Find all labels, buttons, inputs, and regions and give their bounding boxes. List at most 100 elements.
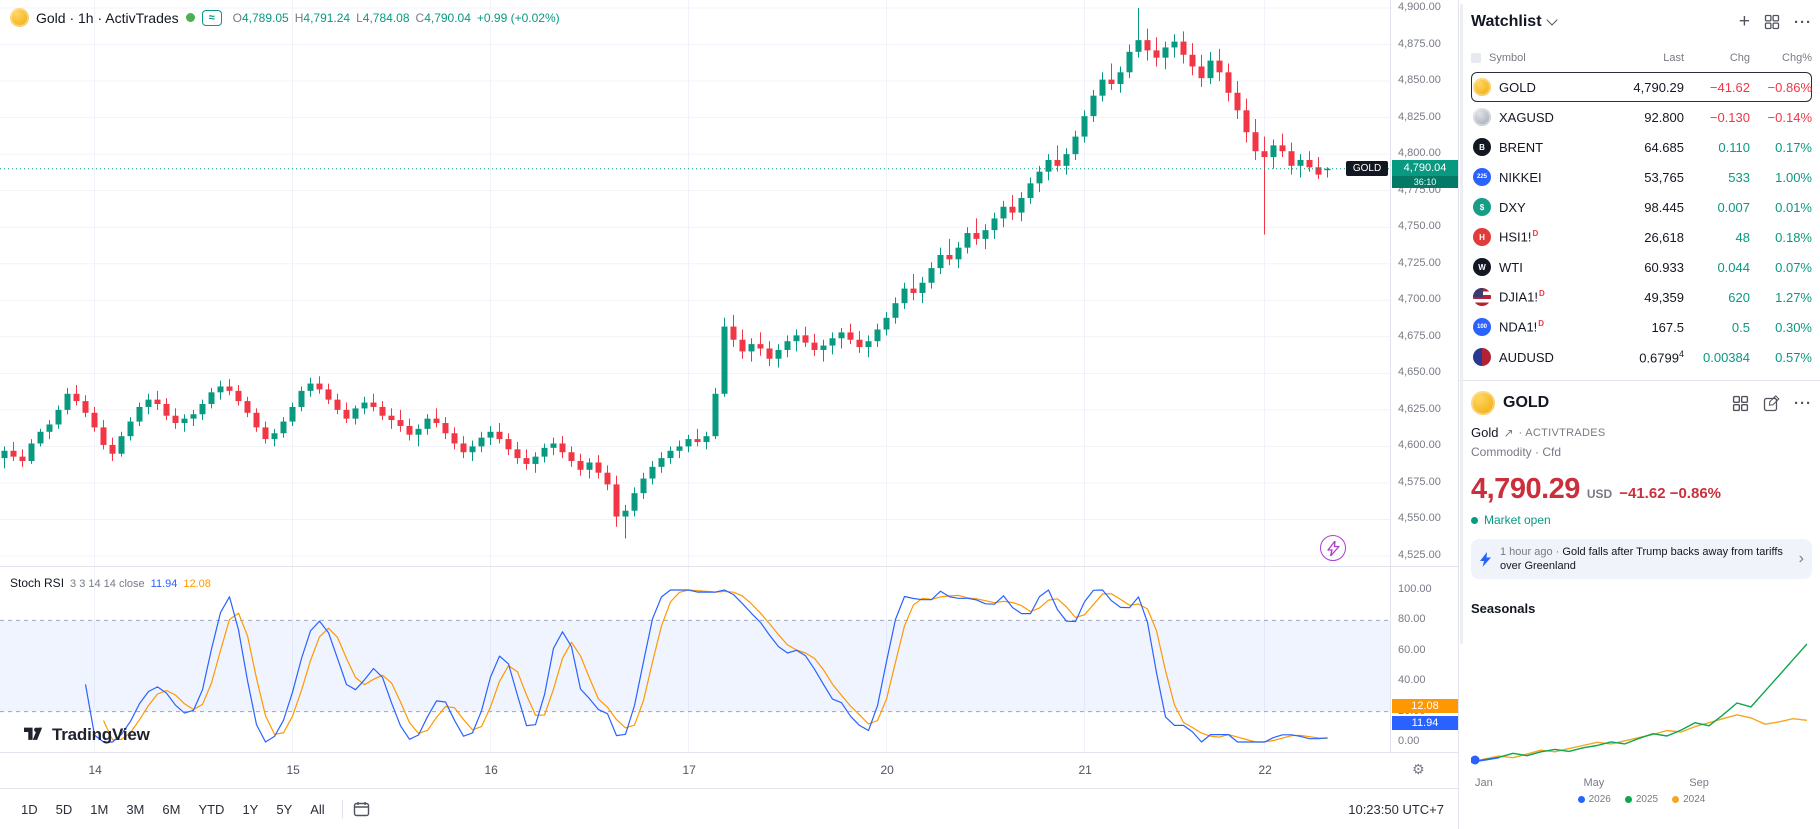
stoch-d-value: 12.08 [183,578,211,590]
detail-name[interactable]: Gold [1471,425,1499,440]
last-value: 49,359 [1644,289,1684,305]
scrollbar[interactable] [1460,4,1463,644]
change-percent-value: 1.00% [1775,169,1812,185]
change-value: 0.044 [1717,259,1750,275]
range-button-all[interactable]: All [303,798,331,821]
legend-dot [1624,796,1632,803]
change-value: 0.110 [1718,139,1750,155]
news-item[interactable]: 1 hour ago · Gold falls after Trump back… [1471,539,1812,579]
more-options-icon[interactable]: ··· [1794,13,1812,31]
change-value: 533 [1728,169,1750,185]
add-symbol-button[interactable]: + [1738,11,1750,32]
price-axis-label: 4,750.00 [1398,220,1441,233]
news-headline: Gold falls after Trump backs away from t… [1500,546,1783,572]
change-value: 620 [1728,289,1750,305]
widgets-icon[interactable] [1732,395,1749,412]
change-percent-value: −0.14% [1767,109,1812,125]
range-button-ytd[interactable]: YTD [191,798,231,821]
grid-layout-icon[interactable] [1764,14,1780,30]
watchlist-column-headers: Symbol Last Chg Chg% [1471,44,1812,72]
watchlist-row-nda1[interactable]: 100 NDA1!D 167.5 0.5 0.30% [1471,312,1812,342]
price-axis-label: 4,625.00 [1398,402,1441,415]
legend-item-2025[interactable]: 2025 [1624,794,1658,805]
more-options-icon[interactable]: ··· [1794,394,1812,412]
last-value: 53,765 [1644,169,1684,185]
range-button-1y[interactable]: 1Y [235,798,265,821]
candlestick-chart[interactable] [0,0,1390,566]
change-percent-value: 1.27% [1775,289,1812,305]
change-percent-value: 0.30% [1775,319,1812,335]
stoch-k-value: 11.94 [150,578,178,590]
legend-item-2024[interactable]: 2024 [1672,794,1705,805]
range-button-6m[interactable]: 6M [155,798,187,821]
time-axis-label: 22 [1258,763,1272,777]
price-axis[interactable]: 4,790.04 36:10 12.08 11.94 4,525.00 4,550… [1390,0,1458,752]
range-button-5d[interactable]: 5D [49,798,80,821]
time-axis-label: 17 [682,763,696,777]
detail-exchange: · ACTIVTRADES [1518,426,1606,439]
watchlist-row-hsi1[interactable]: H HSI1!D 26,618 48 0.18% [1471,222,1812,252]
range-button-3m[interactable]: 3M [119,798,151,821]
watchlist-row-wti[interactable]: W WTI 60.933 0.044 0.07% [1471,252,1812,282]
toolbar-divider [341,800,343,818]
chart-legend[interactable]: Gold · 1h · ActivTrades ≈ O4,789.05 H4,7… [10,8,560,27]
stoch-axis-label: 60.00 [1398,643,1426,656]
seasonals-section: Seasonals Jan May Sep 2026 2025 2024 [1470,601,1812,805]
detail-symbol[interactable]: GOLD [1503,394,1550,411]
clock[interactable]: 10:23:50 UTC+7 [1348,801,1444,817]
market-status-icon[interactable] [185,13,195,22]
detail-last-price: 4,790.29 [1471,473,1580,505]
chevron-right-icon: › [1798,550,1804,567]
symbol-title[interactable]: Gold · 1h · ActivTrades [36,9,179,26]
hsi1-icon: H [1473,228,1491,246]
price-axis-label: 4,850.00 [1398,74,1441,87]
seasonals-legend: 2026 2025 2024 [1471,794,1812,805]
symbol-name: WTI [1499,259,1523,275]
stoch-rsi-legend[interactable]: Stoch RSI 3 3 14 14 close 11.94 12.08 [10,576,211,590]
detail-change: −41.62 −0.86% [1619,485,1721,502]
change-value: −0.130 [1709,109,1750,125]
data-mode-icon[interactable]: ≈ [201,9,222,26]
pane-separator[interactable] [0,566,1458,567]
range-button-1d[interactable]: 1D [14,798,45,821]
chevron-down-icon[interactable] [1545,14,1558,26]
gold-coin-icon [1471,391,1495,415]
price-axis-label: 4,875.00 [1398,37,1441,50]
symbol-name: NDA1!D [1499,319,1545,335]
external-link-icon[interactable]: ↗ [1503,425,1514,440]
range-button-5y[interactable]: 5Y [269,798,299,821]
price-axis-label: 4,825.00 [1398,110,1441,123]
brent-icon: B [1473,138,1491,156]
flag-column-header[interactable] [1471,53,1481,63]
range-button-1m[interactable]: 1M [83,798,115,821]
watchlist-row-brent[interactable]: B BRENT 64.685 0.110 0.17% [1471,132,1812,162]
stoch-axis-label: 100.00 [1398,583,1432,595]
watchlist-row-nikkei[interactable]: 225 NIKKEI 53,765 533 1.00% [1471,162,1812,192]
gear-icon[interactable]: ⚙ [1412,761,1425,777]
symbol-name: GOLD [1499,79,1536,95]
last-value: 4,790.29 [1633,79,1684,95]
watchlist-row-dxy[interactable]: $ DXY 98.445 0.007 0.01% [1471,192,1812,222]
nda1-icon: 100 [1473,318,1491,336]
watchlist-row-xagusd[interactable]: XAGUSD 92.800 −0.130 −0.14% [1471,102,1812,132]
ohlc-values: O4,789.05 H4,791.24 L4,784.08 C4,790.04 … [232,10,560,25]
go-to-date-button[interactable] [353,801,370,817]
change-value: 0.007 [1717,199,1750,215]
watchlist-title[interactable]: Watchlist [1471,13,1542,30]
price-axis-label: 4,650.00 [1398,366,1441,379]
watchlist-header: Watchlist + ··· [1471,0,1812,44]
time-axis[interactable]: ⚙ 14 15 16 17 20 21 22 [0,752,1458,788]
last-value: 92.800 [1644,109,1684,125]
nikkei-icon: 225 [1473,168,1491,186]
watchlist-row-gold[interactable]: GOLD 4,790.29 −41.62 −0.86% [1471,72,1812,102]
stoch-rsi-chart[interactable] [0,567,1390,752]
boost-icon[interactable] [1320,535,1346,561]
legend-item-2026[interactable]: 2026 [1577,794,1611,805]
seasonals-chart[interactable] [1470,622,1808,772]
watchlist-row-audusd[interactable]: AUDUSD 0.67994 0.00384 0.57% [1471,342,1812,372]
watchlist-row-djia1[interactable]: DJIA1!D 49,359 620 1.27% [1471,282,1812,312]
price-axis-label: 4,550.00 [1398,512,1441,525]
edit-icon[interactable] [1763,394,1780,412]
time-axis-label: 16 [484,763,498,777]
